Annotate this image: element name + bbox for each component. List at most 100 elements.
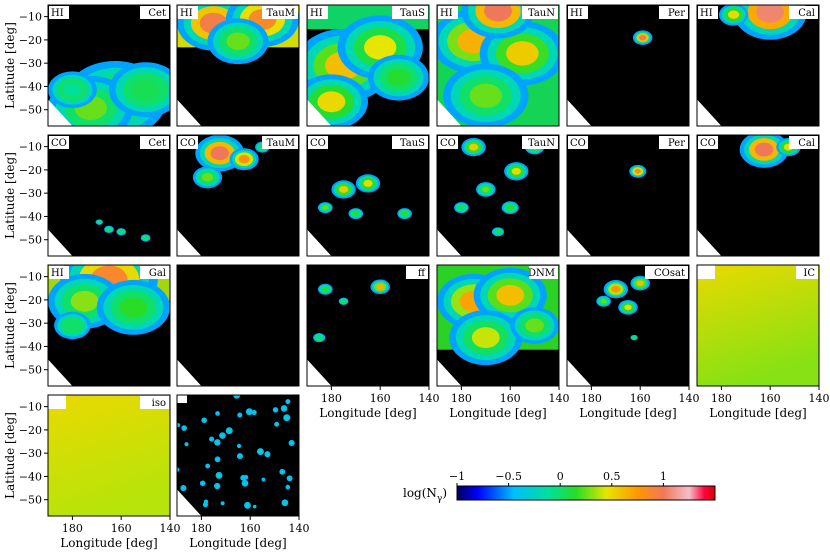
y-tick-label: −50 (19, 104, 42, 117)
x-tick-label: 180 (581, 392, 602, 405)
x-tick-label: 180 (191, 522, 212, 535)
panel-label-left: CO (570, 138, 586, 149)
map-panel (176, 264, 300, 387)
x-tick-label: 160 (630, 392, 651, 405)
x-tick-label: 160 (240, 522, 261, 535)
y-tick-label: −50 (19, 364, 42, 377)
x-axis-label: Longitude [deg] (579, 406, 676, 420)
x-tick-label: 160 (760, 392, 781, 405)
y-tick-label: −30 (19, 57, 42, 70)
point-source (177, 467, 180, 472)
emission-region (632, 336, 636, 339)
emission-region (754, 142, 774, 157)
emission-region (322, 205, 329, 210)
emission-region (317, 91, 346, 113)
panel-label-left: HI (310, 8, 323, 19)
panel-label-right: Cal (798, 138, 815, 149)
emission-region (728, 10, 740, 19)
x-tick-label: 180 (711, 392, 732, 405)
emission-region (386, 68, 411, 87)
panel-label-left: CO (700, 138, 716, 149)
panel-label-left: HI (51, 268, 64, 279)
emission-region (638, 34, 647, 41)
panel-label-right: TauS (400, 138, 425, 149)
y-tick-label: −50 (19, 494, 42, 507)
x-tick-label: 160 (111, 522, 132, 535)
map-panel: CO TauN (436, 134, 560, 257)
colorbar-tick-label: −0.5 (495, 470, 522, 483)
y-tick-label: −40 (19, 470, 42, 483)
y-axis-label: Latitude [deg] (3, 282, 17, 369)
y-tick-label: −20 (19, 34, 42, 47)
x-tick-label: 140 (809, 392, 830, 405)
colorbar-tick-label: 0.5 (603, 470, 621, 483)
field-area (567, 135, 689, 256)
y-axis-label: Latitude [deg] (3, 152, 17, 239)
x-tick-label: 140 (160, 522, 181, 535)
x-axis-label: Longitude [deg] (709, 406, 806, 420)
emission-region (131, 79, 160, 101)
x-axis-label: Longitude [deg] (60, 536, 157, 550)
emission-region (600, 299, 607, 304)
colorbar: −1 −0.5 0 0.5 1 log(Nγ) (403, 470, 716, 504)
y-tick-label: −30 (19, 187, 42, 200)
field-area (437, 135, 559, 256)
x-tick-label: 140 (679, 392, 700, 405)
map-panel: iso (47, 394, 171, 517)
field-area (567, 5, 689, 126)
panel-label-right: Cet (148, 138, 166, 149)
y-tick-label: −20 (19, 294, 42, 307)
x-axis-label: Longitude [deg] (449, 406, 546, 420)
panel-label-right: iso (152, 398, 166, 409)
map-panel: DNM (436, 264, 560, 387)
emission-region (119, 296, 148, 318)
map-panel: COsat (566, 264, 690, 387)
emission-region (119, 230, 124, 234)
map-panel: HI Gal (47, 264, 171, 387)
map-panel (176, 394, 300, 517)
map-panel: HI Cet (47, 4, 171, 127)
emission-region (495, 230, 501, 234)
emission-region (63, 82, 82, 97)
y-tick-label: −10 (19, 11, 42, 24)
colorbar-tick-label: −1 (449, 470, 465, 483)
y-axis-label: Latitude [deg] (3, 412, 17, 499)
panel-label-left: CO (180, 138, 196, 149)
emission-region (468, 143, 479, 151)
map-panel: CO TauM (176, 134, 300, 257)
colorbar-scale (456, 485, 716, 501)
x-tick-label: 140 (549, 392, 570, 405)
emission-region (482, 186, 490, 193)
x-tick-label: 160 (370, 392, 391, 405)
emission-region (506, 205, 514, 211)
emission-region (756, 5, 785, 23)
emission-region (624, 304, 632, 311)
x-tick-label: 140 (289, 522, 310, 535)
y-tick-label: −10 (19, 141, 42, 154)
emission-region (506, 41, 539, 66)
panel-label-right: Cal (798, 8, 815, 19)
field-area (177, 265, 299, 386)
map-panel: CO TauS (306, 134, 430, 257)
emission-region (511, 167, 521, 175)
x-tick-label: 160 (500, 392, 521, 405)
emission-region (226, 32, 250, 50)
emission-region (458, 205, 465, 210)
panel-label-right: Per (668, 8, 685, 19)
emission-region (70, 290, 99, 312)
panel-label-right: IC (803, 268, 815, 279)
map-panel: IC (696, 264, 820, 387)
x-tick-label: 180 (62, 522, 83, 535)
emission-region (469, 83, 503, 108)
map-panel: HI Per (566, 4, 690, 127)
map-panel: ff (306, 264, 430, 387)
field-area (48, 135, 170, 256)
emission-region (471, 327, 500, 349)
emission-region (634, 168, 642, 174)
x-axis-label: Longitude [deg] (189, 536, 286, 550)
emission-region (401, 211, 408, 216)
field-area (307, 265, 429, 386)
emission-region (636, 280, 644, 286)
map-panel: HI TauM (176, 4, 300, 127)
